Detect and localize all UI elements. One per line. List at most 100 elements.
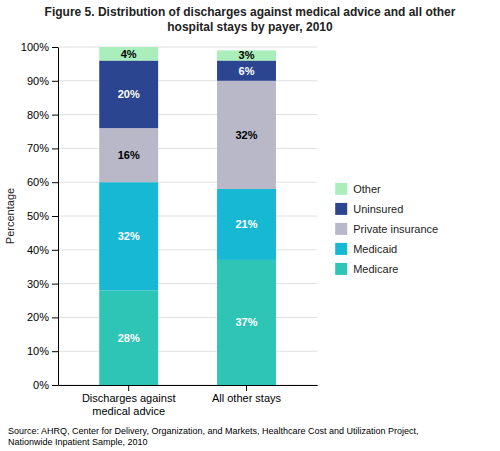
data-label: 16% [118, 149, 140, 161]
bar [99, 47, 158, 61]
tick-label: 100% [21, 41, 49, 53]
bar [99, 290, 158, 385]
tick-label: 20% [27, 311, 49, 323]
axis-line [58, 48, 59, 386]
data-label: 3% [239, 49, 255, 61]
text-line: Source: AHRQ, Center for Delivery, Organ… [8, 426, 419, 436]
tick-mark [52, 182, 58, 183]
bars [99, 47, 276, 385]
text-line: All other stays [212, 392, 282, 404]
tick: 0% [33, 379, 58, 391]
legend-item: Private insurance [335, 223, 438, 235]
tick-mark [52, 250, 58, 251]
grid-line [58, 148, 317, 149]
legend-swatch [335, 183, 347, 195]
tick: 60% [27, 176, 58, 188]
legend-swatch [335, 263, 347, 275]
data-label: 28% [118, 332, 140, 344]
series [99, 182, 276, 290]
bar [217, 50, 276, 60]
tick-label: 50% [27, 210, 49, 222]
text-line: Discharges against [82, 392, 176, 404]
bar [99, 128, 158, 182]
legend-item: Other [335, 183, 381, 195]
legend-swatch [335, 243, 347, 255]
text-line: Nationwide Inpatient Sample, 2010 [8, 437, 148, 447]
legend-label: Private insurance [353, 223, 438, 235]
text-line: Figure 5. Distribution of discharges aga… [45, 5, 456, 19]
tick-label: 30% [27, 278, 49, 290]
tick: 50% [27, 210, 58, 222]
data-label: 37% [235, 316, 257, 328]
tick-label: 0% [33, 379, 49, 391]
legend-label: Medicaid [353, 243, 397, 255]
data-label: 6% [239, 65, 255, 77]
text-line: hospital stays by payer, 2010 [167, 20, 333, 34]
plot: 28%37%32%21%16%32%20%6%4%3%0%10%20%30%40… [21, 41, 438, 417]
tick-label: 40% [27, 244, 49, 256]
tick: 10% [27, 345, 58, 357]
legend-item: Medicare [335, 263, 398, 275]
tick-mark [52, 115, 58, 116]
tick-mark [52, 81, 58, 82]
tick: 40% [27, 244, 58, 256]
legend-label: Uninsured [353, 203, 403, 215]
tick-label: 70% [27, 142, 49, 154]
tick-label: 10% [27, 345, 49, 357]
tick-mark [52, 317, 58, 318]
tick-mark [52, 148, 58, 149]
legend-item: Medicaid [335, 243, 397, 255]
tick-mark [246, 385, 247, 391]
tick: 70% [27, 142, 58, 154]
bar [99, 61, 158, 129]
legend-swatch [335, 223, 347, 235]
tick: All other stays [212, 385, 282, 404]
grid-line [58, 283, 317, 284]
grid-line [58, 114, 317, 115]
tick-label: All other stays [212, 392, 282, 404]
tick-label: Discharges againstmedical advice [82, 392, 176, 417]
bar [217, 260, 276, 385]
tick-label: 60% [27, 176, 49, 188]
grid-line [58, 216, 317, 217]
tick-mark [52, 385, 58, 386]
legend-item: Uninsured [335, 203, 403, 215]
bar [217, 189, 276, 260]
tick-label: 80% [27, 109, 49, 121]
tick-mark [52, 216, 58, 217]
grid-line [58, 385, 317, 386]
data-label: 20% [118, 88, 140, 100]
series [99, 61, 276, 129]
tick: Discharges againstmedical advice [82, 385, 176, 417]
tick: 30% [27, 278, 58, 290]
chart: Figure 5. Distribution of discharges aga… [0, 0, 500, 451]
bar [99, 182, 158, 290]
data-label: 32% [118, 230, 140, 242]
grid [58, 47, 317, 385]
y-axis-label: Percentage [4, 188, 16, 244]
bar [217, 81, 276, 189]
data-label: 4% [121, 48, 137, 60]
grid-line [58, 317, 317, 318]
tick: 90% [27, 75, 58, 87]
y-axis: 0% 10% 20% 30% 40% 50% 60% 70% 80% 90% 100% [21, 41, 59, 391]
annotation: Source: AHRQ, Center for Delivery, Organ… [8, 426, 419, 447]
data-labels: 28%37%32%21%16%32%20%6%4%3% [118, 48, 258, 344]
legend: Other Uninsured Private insurance Medicaid M… [335, 183, 438, 275]
grid-line [58, 182, 317, 183]
tick-mark [52, 47, 58, 48]
tick-mark [52, 284, 58, 285]
grid-line [58, 47, 317, 48]
title: Figure 5. Distribution of discharges aga… [45, 5, 456, 34]
tick-mark [128, 385, 129, 391]
series [99, 47, 276, 61]
tick: 20% [27, 311, 58, 323]
legend-label: Medicare [353, 263, 398, 275]
tick-mark [52, 351, 58, 352]
grid-line [58, 249, 317, 250]
grid-line [58, 351, 317, 352]
tick: 100% [21, 41, 58, 53]
x-axis: Discharges againstmedical advice All othe… [59, 385, 318, 417]
legend-swatch [335, 203, 347, 215]
grid-line [58, 80, 317, 81]
